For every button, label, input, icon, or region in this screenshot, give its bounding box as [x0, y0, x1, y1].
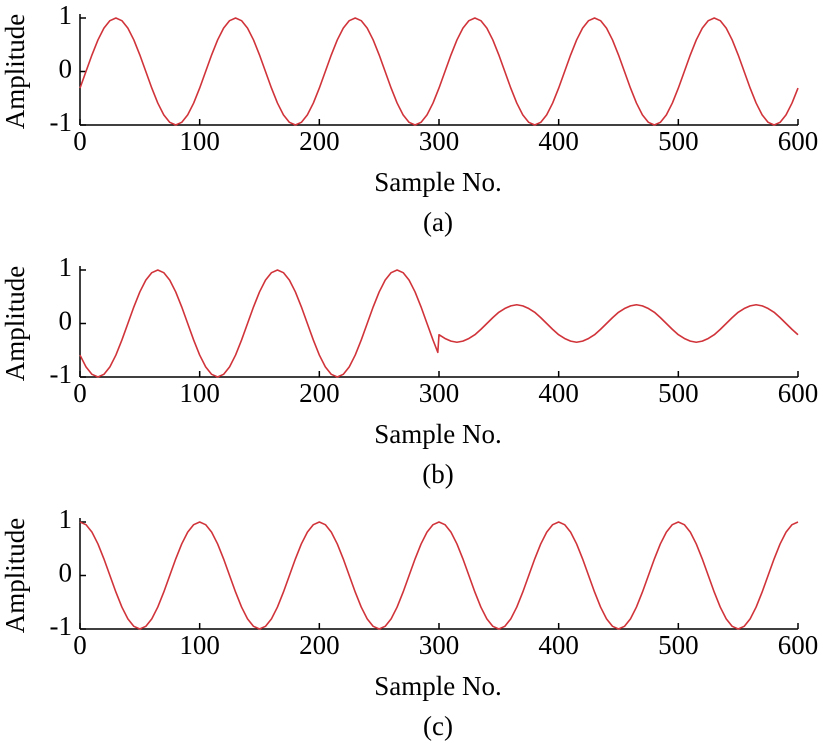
x-tick-label: 500	[658, 126, 699, 156]
x-tick-label: 500	[658, 378, 699, 408]
y-tick-label: -1	[50, 359, 73, 389]
signal-line	[79, 521, 799, 630]
x-tick-label: 400	[538, 630, 579, 660]
x-tick-label: 400	[538, 378, 579, 408]
x-tick-label: 200	[299, 378, 340, 408]
y-tick-label: 1	[59, 252, 73, 282]
x-tick-label: 400	[538, 126, 579, 156]
y-axis-label: Amplitude	[0, 14, 30, 130]
x-tick-label: 200	[299, 630, 340, 660]
subplot-caption: (a)	[423, 207, 453, 237]
x-tick-label: 100	[179, 378, 220, 408]
x-tick-label: 600	[778, 126, 819, 156]
x-tick-label: 300	[419, 126, 460, 156]
x-tick-label: 0	[73, 630, 87, 660]
x-tick-label: 0	[73, 126, 87, 156]
x-tick-label: 500	[658, 630, 699, 660]
subplot-caption: (c)	[423, 711, 453, 741]
x-tick-label: 100	[179, 126, 220, 156]
x-tick-label: 600	[778, 630, 819, 660]
y-tick-label: 0	[59, 558, 73, 588]
signal-line	[79, 269, 799, 378]
y-tick-label: 1	[59, 504, 73, 534]
y-tick-label: -1	[50, 611, 73, 641]
x-tick-label: 100	[179, 630, 220, 660]
y-tick-label: 1	[59, 0, 73, 30]
x-tick-label: 200	[299, 126, 340, 156]
x-tick-label: 300	[419, 630, 460, 660]
x-axis-label: Sample No.	[374, 167, 502, 197]
x-tick-label: 300	[419, 378, 460, 408]
y-axis-label: Amplitude	[0, 518, 30, 634]
x-tick-label: 0	[73, 378, 87, 408]
signal-line	[79, 17, 799, 126]
x-tick-label: 600	[778, 378, 819, 408]
subplot-caption: (b)	[422, 459, 453, 489]
y-tick-label: -1	[50, 107, 73, 137]
y-tick-label: 0	[59, 54, 73, 84]
x-axis-label: Sample No.	[374, 419, 502, 449]
y-tick-label: 0	[59, 306, 73, 336]
y-axis-label: Amplitude	[0, 266, 30, 382]
x-axis-label: Sample No.	[374, 671, 502, 701]
